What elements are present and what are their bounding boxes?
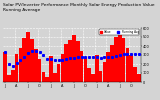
Bar	[133, 67, 137, 82]
Bar	[45, 77, 49, 82]
Bar	[114, 37, 118, 82]
Bar	[137, 74, 141, 82]
Bar	[76, 41, 80, 82]
Bar	[64, 44, 68, 82]
Bar	[99, 71, 103, 82]
Bar	[15, 54, 18, 82]
Bar	[87, 68, 91, 82]
Bar	[30, 39, 34, 82]
Bar	[110, 45, 114, 82]
Bar	[72, 35, 76, 82]
Bar	[84, 57, 87, 82]
Bar	[61, 54, 64, 82]
Legend: Value, Running Avg: Value, Running Avg	[99, 29, 139, 34]
Bar	[91, 74, 95, 82]
Bar	[103, 62, 106, 82]
Bar	[38, 60, 41, 82]
Bar	[49, 56, 53, 82]
Bar	[107, 52, 110, 82]
Bar	[126, 48, 129, 82]
Bar	[22, 38, 26, 82]
Bar	[41, 72, 45, 82]
Bar	[129, 55, 133, 82]
Text: Solar PV/Inverter Performance Monthly Solar Energy Production Value Running Aver: Solar PV/Inverter Performance Monthly So…	[3, 3, 155, 12]
Bar	[3, 52, 7, 82]
Bar	[95, 55, 99, 82]
Bar	[118, 33, 122, 82]
Bar	[19, 48, 22, 82]
Bar	[80, 51, 83, 82]
Bar	[57, 64, 60, 82]
Bar	[26, 32, 30, 82]
Bar	[122, 38, 125, 82]
Bar	[11, 70, 15, 82]
Bar	[34, 49, 37, 82]
Bar	[53, 73, 57, 82]
Bar	[68, 40, 72, 82]
Bar	[7, 75, 11, 82]
